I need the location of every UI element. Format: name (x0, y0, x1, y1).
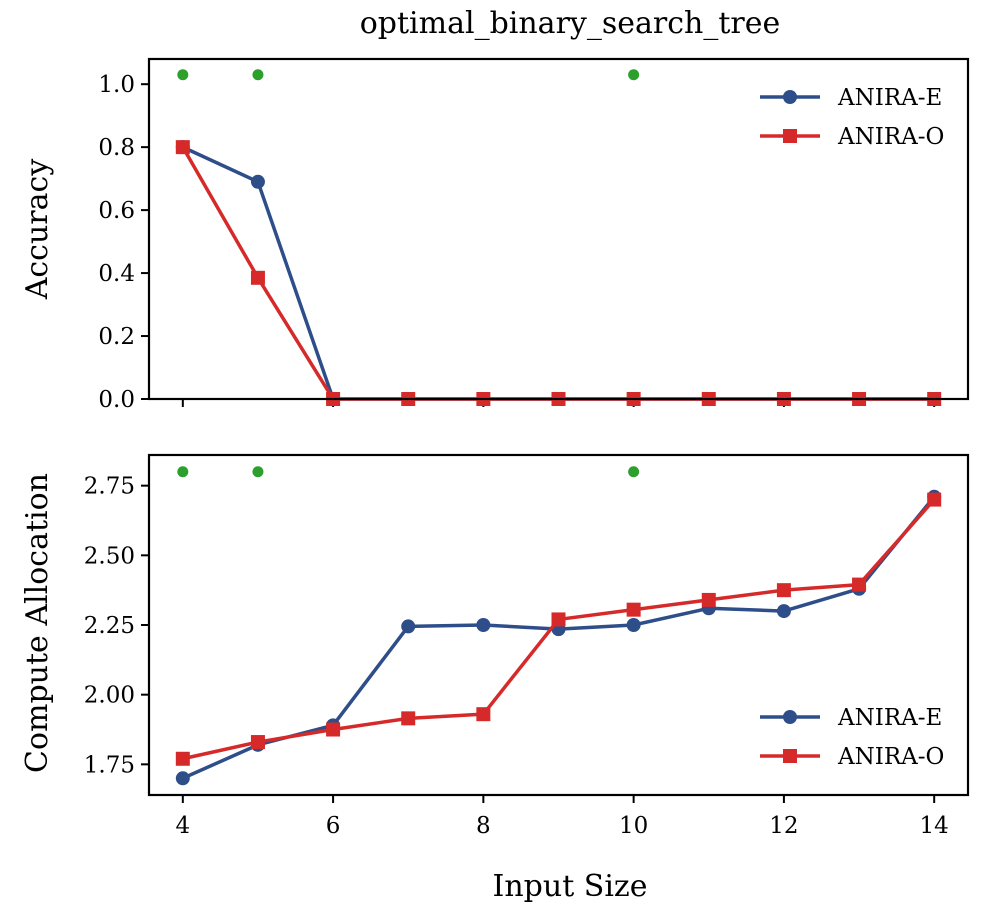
data-point-anira-o (250, 735, 265, 750)
data-point-anira-o (852, 577, 867, 592)
y-tick-label: 0.0 (98, 387, 135, 413)
x-tick-label: 6 (326, 813, 341, 839)
data-point-anira-o (326, 722, 341, 737)
series-line-anira-o (181, 146, 935, 401)
accuracy-panel: 0.0 0.2 0.4 0.6 0.8 1.0 Accuracy ANIRA-E ANIR… (20, 57, 970, 413)
data-point-anira-o (175, 751, 190, 766)
data-point-anira-o (175, 140, 190, 155)
y-tick-label: 0.2 (98, 324, 135, 350)
y-tick-label: 0.4 (98, 261, 135, 287)
highlight-point (628, 466, 640, 478)
y-tick-label: 0.8 (98, 135, 135, 161)
data-point-anira-e (476, 618, 491, 632)
series-line-anira-e (182, 145, 935, 401)
data-point-anira-o (701, 592, 716, 607)
data-point-anira-o (401, 711, 416, 726)
compute-plot-frame (147, 453, 970, 797)
highlight-point (628, 69, 640, 81)
compute-legend: ANIRA-E ANIRA-O (760, 705, 944, 770)
compute-panel: 1.75 2.00 2.25 2.50 2.75 4 6 8 10 12 14 Compute Al… (20, 453, 970, 904)
x-tick-label: 4 (175, 813, 190, 839)
highlight-point (252, 466, 264, 478)
data-point-anira-e (175, 771, 190, 786)
legend-label-anira-o: ANIRA-O (837, 124, 944, 150)
compute-y-axis-label: Compute Allocation (20, 473, 55, 773)
y-tick-label: 1.75 (84, 752, 135, 778)
chart-title: optimal_binary_search_tree (360, 6, 781, 41)
x-tick-label: 14 (920, 813, 949, 839)
accuracy-plot-frame (147, 57, 970, 401)
legend-label-anira-o: ANIRA-O (837, 744, 944, 770)
legend-label-anira-e: ANIRA-E (837, 85, 942, 111)
accuracy-y-axis-label: Accuracy (20, 159, 55, 301)
data-point-anira-o (776, 583, 791, 598)
y-tick-label: 1.0 (98, 72, 135, 98)
x-tick-label: 12 (769, 813, 798, 839)
y-tick-label: 2.25 (84, 613, 135, 639)
data-point-anira-o (551, 612, 566, 627)
data-point-anira-e (250, 174, 265, 189)
highlight-point (177, 466, 189, 478)
y-tick-label: 2.75 (84, 474, 135, 500)
x-axis-label: Input Size (493, 869, 648, 904)
data-point-anira-e (401, 619, 416, 634)
data-point-anira-o (250, 270, 265, 285)
legend-label-anira-e: ANIRA-E (837, 705, 942, 731)
y-tick-label: 0.6 (98, 198, 135, 224)
highlight-point (177, 69, 189, 81)
data-point-anira-e (626, 618, 641, 632)
data-point-anira-o (476, 707, 491, 722)
legend-marker-anira-o (783, 129, 797, 143)
legend-marker-anira-e (783, 90, 797, 104)
data-point-anira-e (776, 604, 791, 619)
legend-marker-anira-o (783, 749, 797, 763)
y-tick-label: 2.50 (84, 543, 135, 569)
highlight-point (252, 69, 264, 81)
data-point-anira-o (626, 602, 641, 617)
legend-marker-anira-e (783, 710, 797, 724)
data-point-anira-o (927, 492, 942, 507)
x-tick-label: 8 (476, 813, 491, 839)
y-tick-label: 2.00 (84, 683, 135, 709)
x-tick-label: 10 (619, 813, 648, 839)
accuracy-legend: ANIRA-E ANIRA-O (760, 85, 944, 150)
